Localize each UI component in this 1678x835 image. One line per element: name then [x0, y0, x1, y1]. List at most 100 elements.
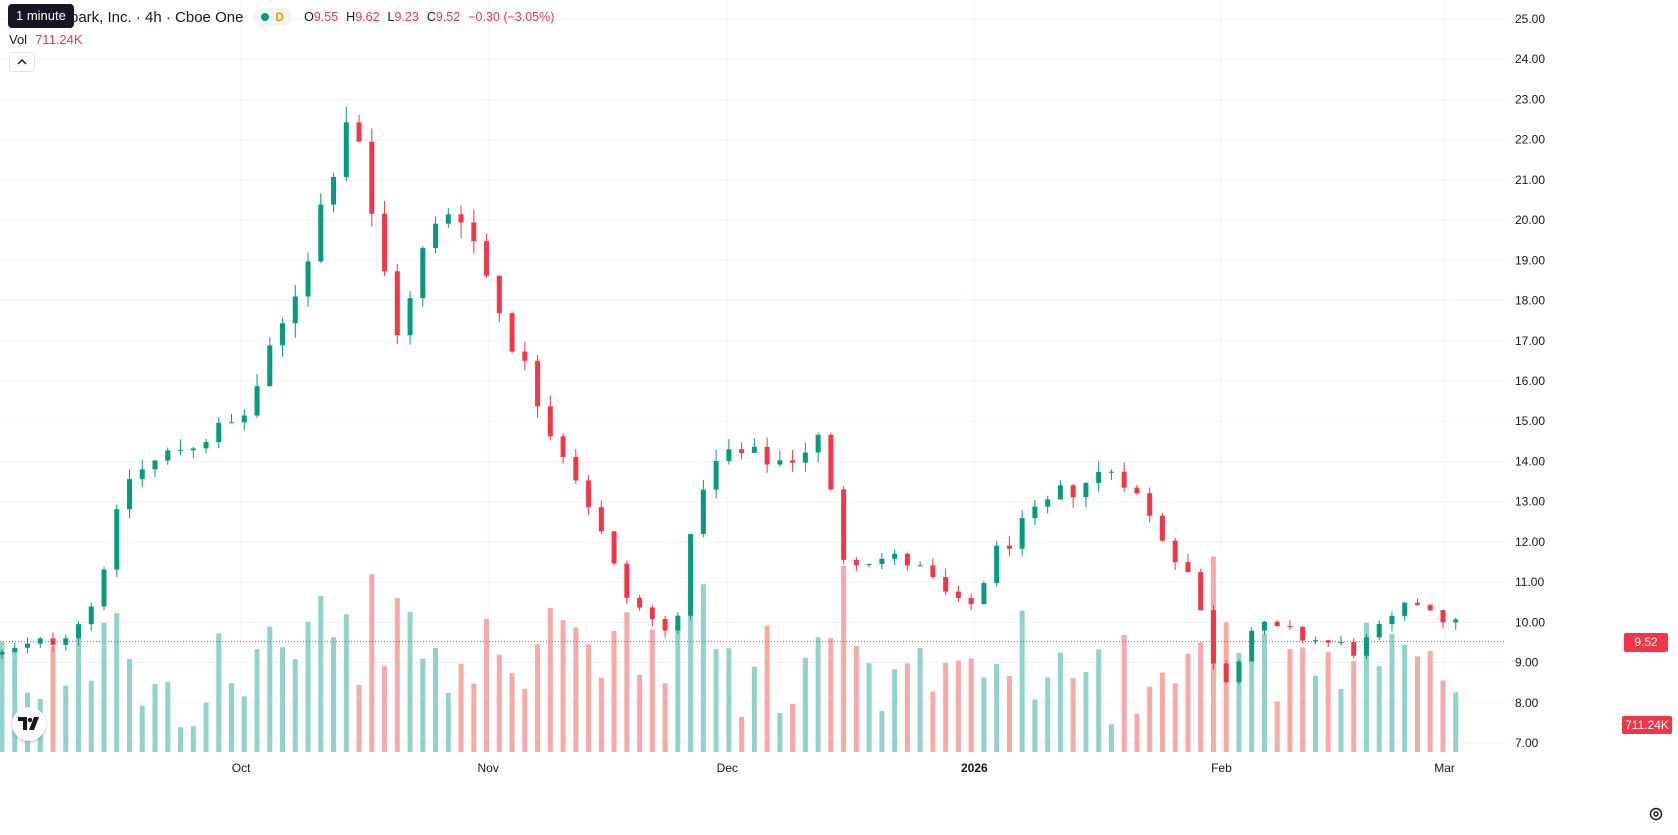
- volume-bar: [1300, 647, 1306, 752]
- volume-bar: [1351, 660, 1357, 752]
- volume-bar: [165, 681, 171, 752]
- volume-bar: [802, 657, 808, 752]
- candle-body: [1300, 626, 1306, 641]
- volume-bar: [178, 727, 184, 752]
- volume-label: Vol: [9, 32, 28, 47]
- candle-body: [63, 638, 69, 645]
- volume-bar: [152, 683, 158, 752]
- candle-body: [1376, 624, 1382, 638]
- volume-bar: [1032, 699, 1038, 752]
- volume-bar: [535, 644, 541, 752]
- candle-body: [139, 469, 145, 480]
- y-tick-label: 20.00: [1515, 213, 1545, 227]
- candle-body: [1325, 640, 1331, 643]
- volume-bar: [981, 677, 987, 752]
- candle-body: [535, 360, 541, 407]
- market-status-badge[interactable]: D: [253, 8, 293, 26]
- candle-body: [152, 460, 158, 470]
- volume-bar: [751, 666, 757, 752]
- candle-body: [1223, 663, 1229, 683]
- volume-bar: [76, 629, 82, 752]
- volume-bar: [573, 627, 579, 752]
- candle-body: [1108, 471, 1114, 473]
- current-volume-label: 711.24K: [1622, 716, 1672, 734]
- volume-bar: [203, 702, 209, 752]
- candle-body: [649, 607, 655, 620]
- volume-bar: [624, 612, 630, 752]
- volume-bar: [892, 669, 898, 752]
- candle-body: [1198, 572, 1204, 611]
- volume-bar: [560, 620, 566, 752]
- volume-bar: [547, 607, 553, 752]
- candle-body: [522, 351, 528, 361]
- candle-body: [241, 415, 247, 423]
- volume-bars: [0, 556, 1459, 752]
- tradingview-logo-icon[interactable]: [12, 707, 46, 741]
- volume-bar: [331, 637, 337, 752]
- candle-body: [1402, 602, 1408, 616]
- price-axis: 25.00 24.00 23.00 22.00 21.00 20.00 19.00 18.00…: [1515, 12, 1545, 750]
- symbol-legend: park, Inc. · 4h · Cboe One D O9.55 H9.62…: [8, 6, 554, 28]
- candle-body: [1453, 619, 1459, 623]
- volume-bar: [484, 618, 490, 752]
- candle-body: [547, 406, 553, 437]
- collapse-legend-button[interactable]: [9, 52, 35, 72]
- volume-bar: [522, 688, 528, 752]
- volume-bar: [815, 637, 821, 752]
- candle-body: [955, 591, 961, 598]
- candle-body: [1338, 642, 1344, 644]
- volume-bar: [305, 621, 311, 752]
- volume-bar: [904, 663, 910, 752]
- y-tick-label: 16.00: [1515, 374, 1545, 388]
- volume-bar: [955, 660, 961, 752]
- volume-bar: [700, 584, 706, 752]
- candle-body: [815, 434, 821, 453]
- volume-bar: [1363, 622, 1369, 752]
- y-tick-label: 7.00: [1515, 736, 1539, 750]
- candle-body: [407, 298, 413, 336]
- volume-bar: [496, 654, 502, 752]
- candle-body: [892, 553, 898, 559]
- candle-body: [114, 509, 120, 570]
- volume-bar: [420, 658, 426, 752]
- volume-bar: [63, 685, 69, 752]
- candle-body: [700, 489, 706, 535]
- y-tick-label: 11.00: [1515, 575, 1544, 589]
- candle-body: [1032, 506, 1038, 519]
- candle-body: [853, 559, 859, 566]
- candle-body: [356, 122, 362, 142]
- ohlc-values: O9.55 H9.62 L9.23 C9.52 −0.30 (−3.05%): [304, 10, 554, 24]
- volume-bar: [50, 646, 56, 752]
- candle-body: [994, 545, 1000, 584]
- close-label: C: [426, 10, 436, 24]
- market-open-dot-icon: [261, 13, 270, 21]
- candle-body: [930, 565, 936, 578]
- candle-body: [331, 176, 337, 205]
- volume-bar: [828, 638, 834, 752]
- y-tick-label: 25.00: [1515, 12, 1545, 26]
- candle-body: [280, 323, 286, 346]
- volume-bar: [343, 614, 349, 752]
- gear-icon[interactable]: [1648, 806, 1664, 822]
- candle-body: [1019, 518, 1025, 549]
- volume-bar: [1312, 675, 1318, 752]
- volume-bar: [879, 710, 885, 752]
- volume-legend: Vol 711.24K: [9, 32, 83, 47]
- open-label: O: [304, 10, 314, 24]
- candle-body: [688, 534, 694, 616]
- candle-body: [1389, 615, 1395, 625]
- x-tick-label: Mar: [1434, 761, 1455, 775]
- volume-bar: [1096, 649, 1102, 752]
- symbol-title[interactable]: park, Inc. · 4h · Cboe One: [70, 8, 244, 26]
- candle-body: [50, 638, 56, 645]
- volume-bar: [841, 565, 847, 752]
- volume-bar: [0, 642, 5, 752]
- volume-bar: [649, 629, 655, 752]
- volume-bar: [216, 633, 222, 752]
- volume-bar: [1057, 652, 1063, 752]
- y-tick-label: 23.00: [1515, 92, 1545, 106]
- candle-body: [726, 449, 732, 462]
- y-tick-label: 12.00: [1515, 535, 1545, 549]
- volume-bar: [853, 646, 859, 752]
